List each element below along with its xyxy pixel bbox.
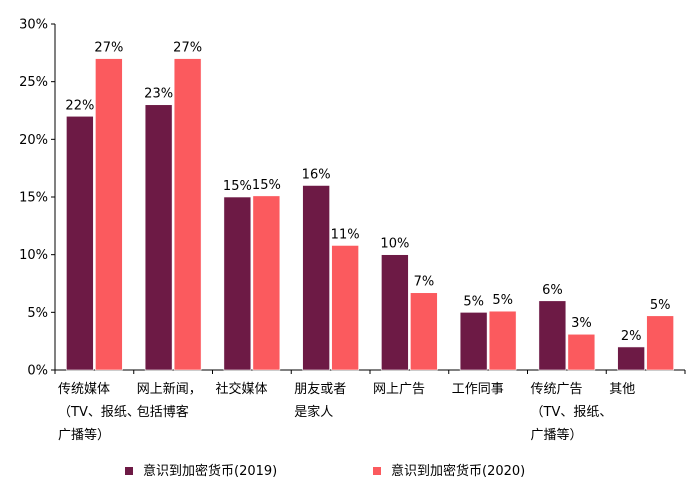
- category-label: 包括博客: [137, 404, 189, 420]
- data-label: 16%: [302, 167, 331, 182]
- bar: [410, 292, 438, 371]
- category-label: 网上新闻，: [137, 381, 202, 397]
- legend-swatch: [373, 467, 381, 475]
- data-label: 15%: [223, 179, 252, 194]
- category-label: 社交媒体: [216, 381, 268, 397]
- bar: [567, 333, 596, 371]
- category-label: 是家人: [294, 404, 333, 420]
- bars: [66, 58, 674, 371]
- bar: [488, 310, 517, 371]
- data-label: 10%: [380, 237, 409, 252]
- y-tick-label: 10%: [19, 248, 48, 263]
- legend-label: 意识到加密货币(2020): [391, 463, 525, 479]
- bar: [331, 245, 359, 371]
- category-label: 网上广告: [373, 382, 425, 397]
- category-labels: 传统媒体（TV、报纸、广播等）网上新闻，包括博客社交媒体 朋友或者是家人网上广告工…: [58, 381, 635, 443]
- data-label: 11%: [331, 227, 360, 242]
- data-label: 5%: [492, 293, 513, 308]
- bar: [223, 196, 252, 371]
- category-label: （TV、报纸、: [531, 405, 613, 420]
- category-label: 广播等）: [531, 427, 583, 443]
- data-label: 6%: [542, 283, 563, 298]
- data-label: 23%: [144, 87, 173, 102]
- bar: [459, 312, 488, 371]
- bar: [144, 104, 173, 371]
- data-label: 5%: [650, 298, 671, 313]
- category-label: 工作同事: [452, 382, 504, 397]
- bar: [617, 346, 645, 371]
- category-label: 朋友或者: [294, 381, 346, 397]
- legend-label: 意识到加密货币(2019): [143, 463, 277, 479]
- bar: [538, 300, 567, 371]
- data-label: 3%: [571, 316, 592, 331]
- category-label: 其他: [609, 382, 635, 397]
- data-label: 2%: [621, 329, 642, 344]
- bar: [66, 115, 94, 371]
- data-label: 7%: [414, 275, 435, 290]
- data-label: 22%: [65, 98, 94, 113]
- bar: [173, 58, 202, 371]
- y-tick-label: 25%: [19, 75, 48, 90]
- data-label: 5%: [463, 294, 484, 309]
- category-label: 传统媒体: [58, 382, 110, 397]
- category-label: 传统广告: [531, 382, 583, 397]
- bar: [302, 185, 330, 371]
- y-tick-label: 15%: [19, 191, 48, 206]
- y-tick-label: 0%: [27, 364, 48, 379]
- category-label: （TV、报纸、: [58, 405, 140, 420]
- data-label: 27%: [94, 41, 123, 56]
- y-tick-label: 20%: [19, 133, 48, 148]
- legend-swatch: [125, 467, 133, 475]
- bar: [95, 58, 123, 371]
- legend: 意识到加密货币(2019) 意识到加密货币(2020): [125, 463, 525, 479]
- bar: [381, 254, 409, 371]
- data-label: 27%: [173, 41, 202, 56]
- bar: [252, 195, 281, 371]
- y-tick-label: 5%: [27, 306, 48, 321]
- y-tick-label: 30%: [19, 18, 48, 33]
- data-labels: 22% 27% 23% 27% 15% 15% 16% 11% 10% 7% 5% 5% 6% 3% 2% 5…: [65, 41, 670, 344]
- category-label: 广播等）: [58, 427, 110, 443]
- bar: [646, 315, 674, 371]
- data-label: 15%: [252, 178, 281, 193]
